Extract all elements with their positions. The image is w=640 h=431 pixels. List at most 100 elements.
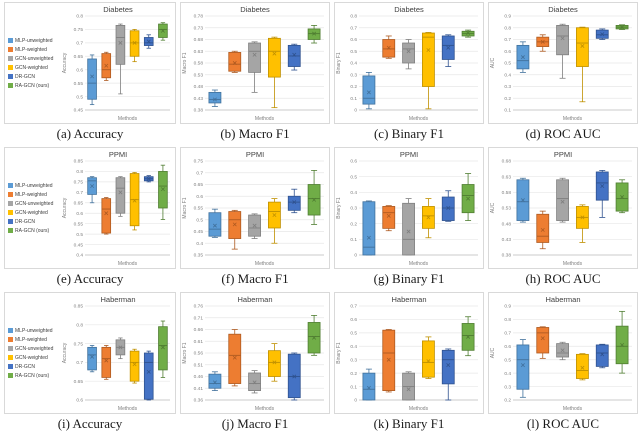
mean-marker — [146, 39, 151, 44]
box-dr-gcn — [441, 190, 455, 222]
y-tick-label: 0.61 — [194, 339, 204, 345]
box — [268, 350, 281, 377]
box-ra-gcn-ours — [158, 22, 168, 41]
legend-label: RA-GCN (ours) — [15, 82, 50, 89]
legend-swatch-icon — [8, 219, 13, 224]
box — [101, 198, 112, 234]
y-tick-label: 0 — [354, 398, 357, 404]
y-tick-label: 0.6 — [350, 37, 357, 43]
mean-marker — [446, 206, 451, 210]
y-tick-label: 0.38 — [194, 108, 204, 114]
y-tick-label: 0.4 — [350, 344, 357, 350]
y-tick-label: 0.5 — [76, 94, 83, 100]
legend-label: RA-GCN (ours) — [15, 372, 50, 379]
legend-label: GCN-unweighted — [15, 345, 54, 352]
box — [382, 39, 396, 58]
box-gcn-weighted — [576, 204, 589, 243]
box-mlp-unweighted — [87, 54, 97, 106]
mean-marker — [132, 40, 137, 45]
y-tick-label: 0.8 — [76, 14, 83, 20]
y-tick-label: 0.3 — [350, 206, 357, 212]
x-axis-label: Methods — [255, 261, 275, 267]
mean-marker — [466, 196, 471, 201]
box-mlp-unweighted — [362, 200, 376, 256]
y-tick-label: 0.6 — [504, 344, 511, 350]
y-tick-label: 0.68 — [194, 37, 204, 43]
box-dr-gcn — [143, 34, 154, 49]
caption-c: (c) Binary F1 — [373, 126, 445, 141]
box-gcn-weighted — [268, 36, 281, 109]
y-tick-label: 0.43 — [502, 237, 512, 243]
boxplot-canvas: 0.68 0.63 0.58 0.53 0.48 0.43 0.38 AUC Methods — [490, 159, 632, 267]
y-tick-label: 0.63 — [502, 174, 512, 180]
mean-marker — [560, 199, 565, 204]
caption-a: (a) Accuracy — [56, 126, 124, 141]
y-tick-label: 0.1 — [350, 96, 357, 102]
box — [382, 206, 396, 229]
legend-label: GCN-weighted — [15, 209, 48, 216]
legend: MLP-unweighted MLP-weighted GCN-unweighted… — [5, 293, 61, 413]
legend-label: GCN-unweighted — [15, 55, 54, 62]
mean-marker — [118, 345, 123, 350]
chart-area: Diabetes 0.78 0.73 0.68 0.63 0.58 0.53 0.48 0.4… — [181, 3, 329, 123]
y-tick-label: 0.6 — [350, 159, 357, 165]
x-axis-label: Methods — [563, 261, 583, 267]
chart-area: Diabetes 0.8 0.7 0.6 0.5 0.4 0.3 0.2 0.1 0 Binary… — [335, 3, 483, 123]
mean-marker — [272, 51, 277, 56]
box-ra-gcn-ours — [461, 173, 475, 221]
legend-item-mlp-unweighted: MLP-unweighted — [8, 38, 61, 44]
caption-b: (b) Macro F1 — [220, 126, 290, 141]
box-gcn-weighted — [268, 198, 281, 244]
box-ra-gcn-ours — [461, 29, 475, 38]
legend-swatch-icon — [8, 38, 13, 43]
chart-title: Diabetes — [240, 5, 270, 14]
box-gcn-weighted — [129, 172, 140, 231]
box-dr-gcn — [143, 350, 154, 401]
mean-marker — [146, 369, 151, 374]
mean-marker — [540, 39, 545, 44]
y-tick-label: 0.68 — [502, 159, 512, 165]
y-axis-label: AUC — [490, 202, 496, 213]
chart-title: Diabetes — [103, 5, 133, 14]
mean-marker — [426, 215, 431, 220]
legend-item-gcn-weighted: GCN-weighted — [8, 210, 61, 216]
x-axis-label: Methods — [118, 406, 138, 412]
legend-item-mlp-unweighted: MLP-unweighted — [8, 183, 61, 189]
box-gcn-weighted — [576, 26, 589, 103]
box — [248, 372, 261, 391]
chart-area: PPMI 0.85 0.8 0.75 0.7 0.65 0.6 0.55 0.5 0.45 0.4… — [61, 148, 175, 268]
box-mlp-weighted — [101, 345, 112, 380]
mean-marker — [212, 380, 217, 385]
y-tick-label: 0.46 — [194, 374, 204, 380]
boxplot-canvas: 0.6 0.5 0.4 0.3 0.2 0.1 0 Binary F1 Methods — [336, 159, 478, 267]
box-mlp-unweighted — [87, 345, 97, 373]
box-gcn-unweighted — [115, 176, 126, 217]
y-tick-label: 0.8 — [504, 317, 511, 323]
mean-marker — [620, 195, 625, 200]
y-tick-label: 0.5 — [504, 61, 511, 67]
mean-marker — [118, 40, 123, 45]
y-tick-label: 0.58 — [502, 190, 512, 196]
y-tick-label: 0.5 — [504, 357, 511, 363]
y-tick-label: 0.65 — [74, 379, 84, 385]
mean-marker — [580, 43, 585, 48]
box — [576, 27, 589, 67]
y-tick-label: 0.43 — [194, 96, 204, 102]
y-tick-label: 0.45 — [194, 229, 204, 235]
y-tick-label: 0.7 — [76, 190, 83, 196]
y-tick-label: 0.76 — [194, 304, 204, 310]
mean-marker — [160, 28, 165, 33]
chart-title: Diabetes — [548, 5, 578, 14]
mean-marker — [386, 213, 391, 218]
subplot-h-ppmi-roc-auc: PPMI 0.68 0.63 0.58 0.53 0.48 0.43 0.38 AUC Meth… — [488, 147, 638, 269]
y-tick-label: 0.1 — [504, 108, 511, 114]
mean-marker — [600, 352, 605, 357]
box — [248, 42, 261, 73]
box — [422, 32, 435, 87]
box — [101, 346, 112, 378]
mean-marker — [272, 213, 277, 218]
legend-item-mlp-weighted: MLP-weighted — [8, 192, 61, 198]
box-ra-gcn-ours — [158, 164, 168, 220]
box — [595, 344, 609, 367]
legend-label: DR-GCN — [15, 218, 35, 225]
